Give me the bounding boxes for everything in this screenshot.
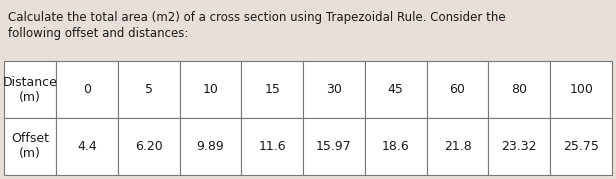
Text: 15: 15 <box>264 83 280 96</box>
Bar <box>488 118 550 175</box>
Bar <box>4 61 56 118</box>
Bar <box>179 118 241 175</box>
Text: 5: 5 <box>145 83 153 96</box>
Bar <box>550 118 612 175</box>
Bar <box>303 61 365 118</box>
Bar <box>118 61 179 118</box>
Text: 45: 45 <box>388 83 403 96</box>
Bar <box>488 61 550 118</box>
Bar <box>427 61 488 118</box>
Text: 15.97: 15.97 <box>316 140 352 153</box>
Text: 10: 10 <box>203 83 219 96</box>
Text: Offset
(m): Offset (m) <box>11 132 49 161</box>
Text: 100: 100 <box>569 83 593 96</box>
Text: 0: 0 <box>83 83 91 96</box>
Bar <box>179 61 241 118</box>
Text: following offset and distances:: following offset and distances: <box>8 27 188 40</box>
Bar <box>365 61 427 118</box>
Text: 23.32: 23.32 <box>501 140 537 153</box>
Text: 80: 80 <box>511 83 527 96</box>
Text: 9.89: 9.89 <box>197 140 224 153</box>
Text: 25.75: 25.75 <box>563 140 599 153</box>
Text: 60: 60 <box>450 83 466 96</box>
Text: 4.4: 4.4 <box>77 140 97 153</box>
Bar <box>118 118 179 175</box>
Text: 11.6: 11.6 <box>258 140 286 153</box>
Bar <box>4 61 612 175</box>
Bar <box>550 61 612 118</box>
Text: Distance
(m): Distance (m) <box>2 76 57 103</box>
Bar <box>56 61 118 118</box>
Text: 30: 30 <box>326 83 342 96</box>
Bar <box>4 118 56 175</box>
Text: Calculate the total area (m2) of a cross section using Trapezoidal Rule. Conside: Calculate the total area (m2) of a cross… <box>8 11 506 24</box>
Bar <box>241 61 303 118</box>
Text: 21.8: 21.8 <box>444 140 471 153</box>
Bar <box>427 118 488 175</box>
Bar <box>56 118 118 175</box>
Text: 6.20: 6.20 <box>135 140 163 153</box>
Bar <box>241 118 303 175</box>
Bar <box>303 118 365 175</box>
Text: 18.6: 18.6 <box>382 140 410 153</box>
Bar <box>365 118 427 175</box>
